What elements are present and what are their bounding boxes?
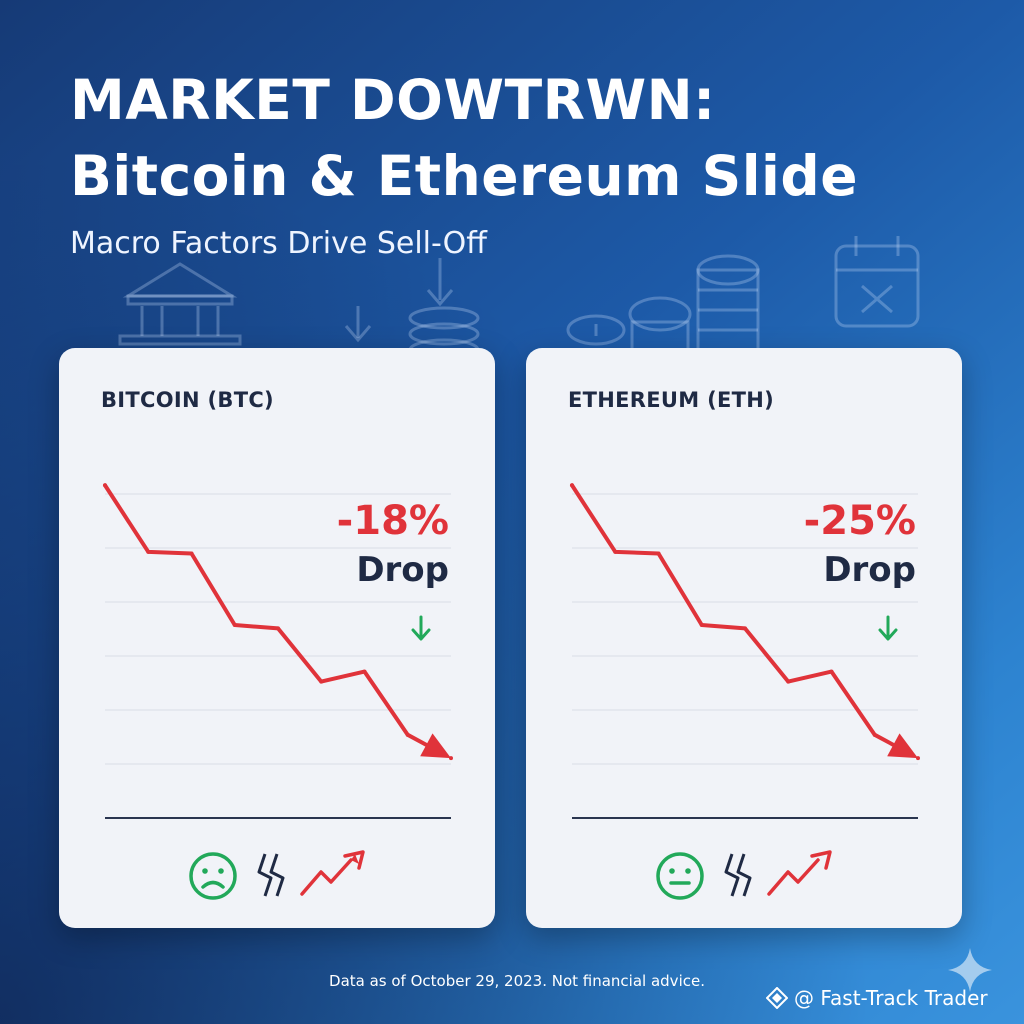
down-arrow-icon: [344, 258, 454, 343]
data-point: [276, 626, 280, 631]
drop-label: Drop: [356, 550, 449, 590]
brand-name: @ Fast-Track Trader: [794, 986, 988, 1010]
data-point: [103, 483, 107, 488]
coin-dollar-icon: [696, 254, 760, 354]
green-down-arrow-icon: [411, 615, 431, 641]
drop-label: Drop: [823, 550, 916, 590]
bitcoin-line-chart: [103, 483, 453, 819]
bitcoin-card: BITCOIN (BTC) -18% Drop: [59, 348, 495, 928]
data-point: [872, 732, 877, 737]
data-point: [146, 549, 151, 554]
trend-up-icon: [767, 850, 832, 896]
data-point: [570, 483, 574, 488]
green-down-arrow-icon: [878, 615, 898, 641]
drop-percentage: -25%: [803, 498, 916, 544]
headline-line-2: Bitcoin & Ethereum Slide: [70, 144, 859, 208]
background-decor: [118, 236, 920, 360]
sad-face-icon: [189, 852, 237, 900]
neutral-face-icon: [656, 852, 704, 900]
bank-icon: [118, 262, 242, 346]
data-point: [743, 626, 747, 631]
trend-up-icon: [300, 850, 365, 896]
ethereum-card: ETHEREUM (ETH) -25% Drop: [526, 348, 962, 928]
data-point: [319, 679, 324, 684]
volatility-icon: [724, 853, 752, 897]
data-point: [699, 623, 704, 628]
data-point: [916, 756, 920, 761]
data-point: [232, 623, 237, 628]
data-point: [405, 732, 410, 737]
data-point: [189, 551, 194, 556]
subtitle: Macro Factors Drive Sell-Off: [70, 226, 487, 261]
data-point: [829, 669, 834, 674]
coin-euro-icon: [566, 296, 692, 354]
chart-title: ETHEREUM (ETH): [568, 388, 775, 412]
chart-title: BITCOIN (BTC): [101, 388, 274, 412]
calendar-x-icon: [834, 236, 920, 328]
brand-logo-icon: [766, 987, 788, 1009]
volatility-icon: [257, 853, 285, 897]
trend-arrow-head: [420, 733, 451, 759]
headline: MARKET DOWTRWN: Bitcoin & Ethereum Slide: [70, 62, 858, 214]
disclaimer: Data as of October 29, 2023. Not financi…: [329, 972, 705, 990]
sparkle-icon: [948, 948, 992, 992]
drop-percentage: -18%: [336, 498, 449, 544]
status-icons: [526, 838, 962, 908]
data-point: [613, 549, 618, 554]
trend-arrow-head: [887, 733, 918, 759]
ethereum-line-chart: [570, 483, 920, 819]
brand-credit: @ Fast-Track Trader: [766, 986, 988, 1010]
headline-line-1: MARKET DOWTRWN:: [70, 68, 716, 132]
data-point: [362, 669, 367, 674]
data-point: [786, 679, 791, 684]
status-icons: [59, 838, 495, 908]
data-point: [449, 756, 453, 761]
data-point: [656, 551, 661, 556]
